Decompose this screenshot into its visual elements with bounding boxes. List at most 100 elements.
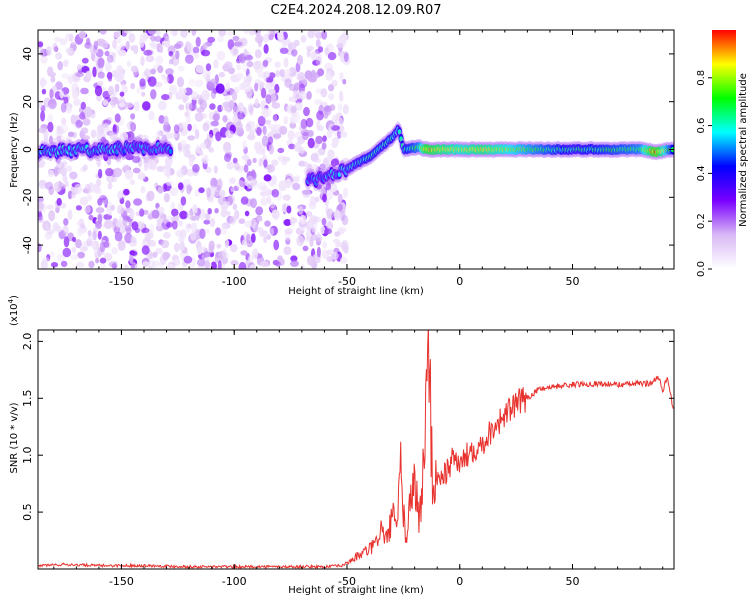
- heatmap-noise-blob: [114, 231, 123, 242]
- heatmap-noise-blob: [275, 69, 280, 78]
- heatmap-noise-blob: [185, 54, 194, 64]
- heatmap-noise-blob: [216, 243, 222, 249]
- heatmap-noise-blob: [108, 131, 118, 140]
- heatmap-noise-blob: [53, 166, 59, 177]
- heatmap-noise-blob: [79, 196, 89, 206]
- heatmap-noise-blob: [84, 183, 91, 195]
- heatmap-noise-blob: [336, 130, 342, 139]
- heatmap-noise-blob: [278, 180, 288, 192]
- heatmap-noise-blob: [288, 143, 296, 150]
- heatmap-noise-blob: [297, 72, 306, 80]
- heatmap-noise-blob: [59, 38, 67, 46]
- heatmap-noise-blob: [113, 167, 122, 178]
- heatmap-noise-blob: [242, 140, 247, 150]
- heatmap-noise-blob: [342, 104, 349, 115]
- heatmap-noise-blob: [247, 158, 252, 167]
- heatmap-noise-blob: [142, 101, 151, 111]
- heatmap-noise-blob: [140, 185, 146, 194]
- heatmap-noise-blob: [217, 178, 223, 190]
- heatmap-noise-blob: [182, 97, 187, 104]
- heatmap-noise-blob: [59, 90, 64, 99]
- heatmap-noise-blob: [95, 206, 104, 214]
- heatmap-noise-blob: [224, 94, 231, 101]
- heatmap-noise-blob: [165, 68, 174, 76]
- heatmap-noise-blob: [152, 251, 158, 258]
- heatmap-noise-blob: [84, 42, 92, 49]
- heatmap-noise-blob: [277, 147, 285, 154]
- heatmap-noise-blob: [93, 226, 99, 233]
- heatmap-noise-blob: [194, 52, 200, 59]
- heatmap-noise-blob: [225, 239, 230, 249]
- heatmap-noise-blob: [63, 236, 70, 248]
- heatmap-noise-blob: [279, 69, 286, 77]
- heatmap-noise-blob: [47, 121, 54, 133]
- heatmap-noise-blob: [255, 143, 262, 154]
- heatmap-noise-blob: [186, 211, 193, 220]
- heatmap-noise-blob: [195, 65, 205, 74]
- heatmap-noise-blob: [65, 47, 74, 54]
- heatmap-noise-blob: [326, 221, 334, 231]
- heatmap-noise-blob: [61, 73, 69, 79]
- heatmap-noise-blob: [117, 204, 124, 215]
- heatmap-noise-blob: [45, 181, 54, 190]
- heatmap-noise-blob: [325, 189, 334, 201]
- heatmap-noise-blob: [260, 100, 266, 110]
- heatmap-noise-blob: [139, 208, 145, 217]
- heatmap-noise-blob: [205, 228, 210, 234]
- heatmap-noise-blob: [92, 66, 97, 78]
- heatmap-noise-blob: [268, 88, 276, 95]
- heatmap-noise-blob: [315, 135, 323, 145]
- heatmap-noise-blob: [250, 233, 256, 244]
- heatmap-noise-blob: [75, 114, 81, 126]
- heatmap-noise-blob: [56, 158, 63, 168]
- heatmap-noise-blob: [305, 229, 311, 240]
- heatmap-noise-blob: [244, 84, 252, 93]
- heatmap-noise-blob: [210, 78, 217, 84]
- heatmap-noise-blob: [316, 232, 321, 238]
- heatmap-noise-blob: [118, 102, 126, 108]
- heatmap-noise-blob: [118, 96, 126, 104]
- heatmap-axes: -150 -100 -50 0 50 -40 -20 0 20 40: [21, 30, 674, 288]
- heatmap-noise-blob: [76, 226, 84, 236]
- heatmap-noise-blob: [232, 35, 240, 42]
- heatmap-noise-blob: [312, 30, 320, 35]
- heatmap-noise-blob: [69, 33, 74, 42]
- x-tick-label: -50: [338, 275, 356, 288]
- heatmap-noise-blob: [236, 64, 241, 71]
- heatmap-noise-blob: [115, 220, 122, 228]
- heatmap-noise-blob: [279, 125, 288, 135]
- heatmap-noise-blob: [129, 179, 136, 185]
- heatmap-noise-blob: [319, 163, 326, 171]
- colorbar-tick-label: 0.4: [696, 165, 707, 181]
- heatmap-noise-blob: [88, 235, 94, 241]
- heatmap-noise-blob: [328, 121, 334, 129]
- heatmap-noise-blob: [211, 89, 216, 99]
- heatmap-noise-blob: [43, 97, 52, 108]
- heatmap-noise-blob: [283, 57, 289, 68]
- heatmap-noise-blob: [168, 51, 174, 57]
- x-tick-label: 50: [566, 575, 580, 588]
- heatmap-noise-blob: [208, 245, 214, 254]
- heatmap-noise-blob: [155, 247, 164, 255]
- heatmap-noise-blob: [210, 120, 219, 127]
- heatmap-noise-blob: [38, 41, 44, 48]
- heatmap-ridge-core: [399, 136, 403, 142]
- heatmap-noise-blob: [233, 41, 243, 47]
- heatmap-noise-blob: [114, 113, 121, 123]
- heatmap-noise-blob: [340, 256, 348, 264]
- heatmap-noise-blob: [253, 61, 261, 70]
- heatmap-noise-blob: [162, 130, 168, 137]
- heatmap-noise-blob: [112, 39, 117, 50]
- heatmap-noise-blob: [206, 187, 212, 198]
- heatmap-noise-blob: [210, 177, 218, 189]
- heatmap-noise-blob: [336, 43, 344, 49]
- heatmap-noise-blob: [203, 219, 211, 225]
- heatmap-noise-blob: [82, 135, 90, 141]
- heatmap-noise-blob: [106, 54, 114, 64]
- heatmap-noise-blob: [157, 65, 164, 74]
- heatmap-noise-blob: [143, 165, 148, 172]
- heatmap-noise-blob: [293, 142, 302, 153]
- heatmap-noise-blob: [245, 123, 251, 132]
- colorbar-bar: [712, 30, 736, 269]
- heatmap-noise-blob: [148, 110, 155, 121]
